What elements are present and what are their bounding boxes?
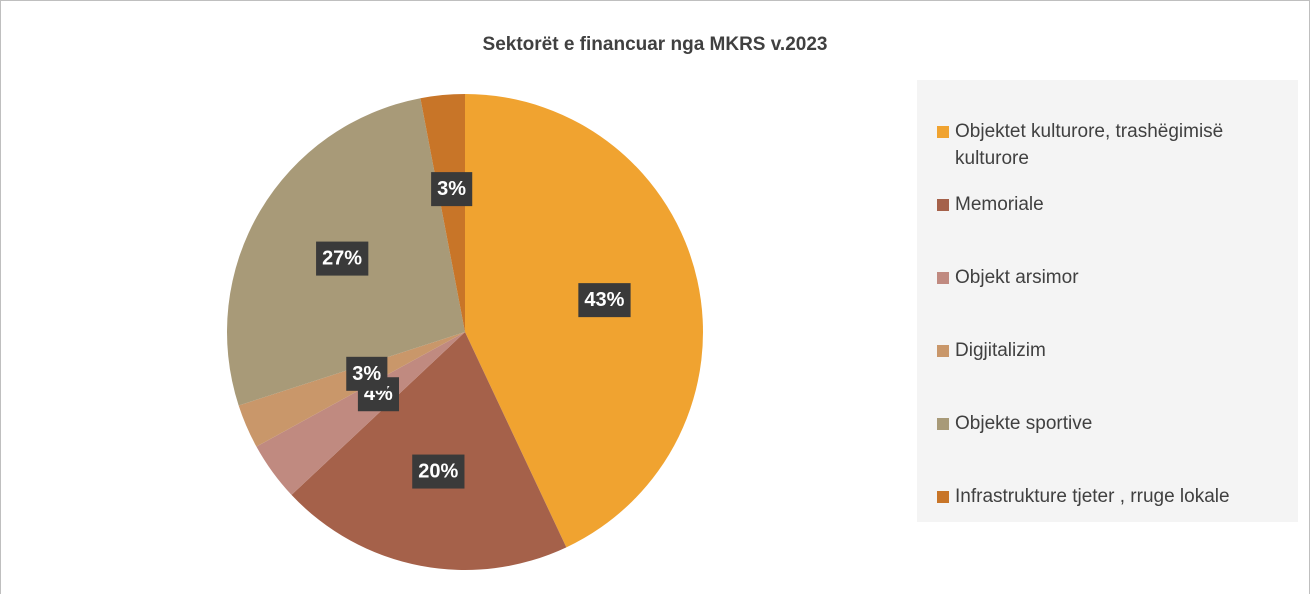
legend-swatch [937, 272, 949, 284]
chart-title: Sektorët e financuar nga MKRS v.2023 [483, 34, 828, 55]
legend-swatch [937, 199, 949, 211]
pie-slice [465, 94, 703, 548]
legend-label: Digjitalizim [955, 340, 1046, 361]
legend-item: Memoriale [937, 191, 1288, 264]
legend-label: Objekt arsimor [955, 267, 1079, 288]
legend-label: Infrastrukture tjeter , rruge lokale [955, 486, 1230, 507]
data-label: 43% [584, 289, 624, 311]
data-label: 20% [418, 461, 458, 483]
legend-label: Objektet kulturore, trashëgimisë kulturo… [955, 121, 1224, 169]
data-label-box [412, 454, 465, 489]
pie-slice [420, 94, 465, 332]
pie-slice [291, 332, 567, 571]
data-label-box [578, 283, 631, 318]
legend-label: Memoriale [955, 194, 1044, 215]
legend-label: Objekte sportive [955, 413, 1093, 434]
legend-item: Objekte sportive [937, 410, 1288, 483]
legend-swatch [937, 126, 949, 138]
legend-item: Objektet kulturore, trashëgimisë kulturo… [937, 118, 1288, 191]
legend: Objektet kulturore, trashëgimisë kulturo… [917, 80, 1298, 522]
data-label-box [316, 241, 369, 276]
legend-item: Objekt arsimor [937, 264, 1288, 337]
data-label-box [346, 356, 388, 391]
pie-slice [256, 332, 465, 495]
data-label-box [431, 172, 473, 207]
legend-swatch [937, 418, 949, 430]
legend-swatch [937, 345, 949, 357]
data-label: 3% [437, 178, 466, 200]
legend-swatch [937, 491, 949, 503]
data-label: 27% [322, 248, 362, 270]
legend-item: Digjitalizim [937, 337, 1288, 410]
legend-item: Infrastrukture tjeter , rruge lokale [937, 483, 1288, 556]
data-label: 3% [352, 363, 381, 385]
